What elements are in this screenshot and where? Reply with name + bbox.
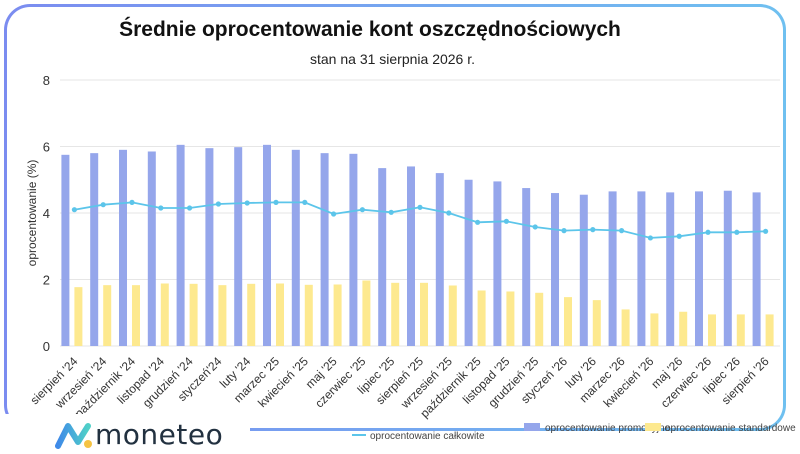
point-total bbox=[475, 219, 481, 225]
point-total bbox=[331, 211, 337, 217]
bar-standard bbox=[189, 283, 198, 346]
bar-standard bbox=[477, 290, 486, 346]
bar-standard bbox=[708, 314, 716, 346]
point-total bbox=[446, 210, 452, 216]
bar-standard bbox=[535, 292, 544, 346]
bar-standard bbox=[74, 287, 83, 346]
point-total bbox=[71, 207, 77, 213]
y-tick-label: 6 bbox=[43, 140, 50, 155]
bar-promo bbox=[90, 153, 99, 346]
y-tick-label: 0 bbox=[43, 339, 50, 354]
bar-standard bbox=[679, 311, 688, 346]
bar-standard bbox=[592, 300, 601, 346]
legend-label-promo: oprocentowanie promocyjne bbox=[545, 423, 671, 434]
bar-promo bbox=[579, 194, 588, 346]
point-total bbox=[359, 207, 365, 213]
bar-promo bbox=[522, 188, 531, 346]
moneteo-logo-icon bbox=[55, 423, 92, 449]
bar-promo bbox=[493, 181, 502, 346]
bar-standard bbox=[247, 283, 256, 346]
bar-standard bbox=[448, 285, 457, 346]
bar-standard bbox=[506, 291, 515, 346]
point-total bbox=[705, 229, 711, 235]
point-total bbox=[676, 233, 682, 239]
point-total bbox=[100, 202, 106, 208]
point-total bbox=[388, 209, 394, 215]
chart-subtitle: stan na 31 sierpnia 2026 r. bbox=[310, 51, 476, 67]
bar-promo bbox=[320, 153, 329, 346]
point-total bbox=[647, 235, 654, 241]
legend-swatch-standard bbox=[645, 423, 661, 431]
brand-name: moneteo bbox=[95, 418, 224, 451]
bar-standard bbox=[276, 283, 284, 346]
bar-promo bbox=[435, 173, 444, 346]
chart-title: Średnie oprocentowanie kont oszczędności… bbox=[119, 18, 621, 41]
bar-standard bbox=[103, 285, 112, 346]
bar-promo bbox=[551, 193, 559, 346]
point-total bbox=[273, 199, 279, 205]
point-total bbox=[763, 228, 769, 234]
legend-swatch-promo bbox=[524, 423, 540, 431]
bar-promo bbox=[147, 151, 156, 346]
bar-standard bbox=[218, 285, 227, 346]
bar-promo bbox=[723, 190, 732, 346]
bar-promo bbox=[464, 179, 473, 346]
bar-promo bbox=[695, 191, 703, 346]
bar-standard bbox=[304, 284, 313, 346]
point-total bbox=[302, 199, 308, 205]
point-total bbox=[590, 227, 596, 233]
bar-promo bbox=[349, 153, 358, 346]
point-total bbox=[417, 204, 423, 210]
y-axis-label: oprocentowanie (%) bbox=[25, 160, 39, 267]
bar-promo bbox=[752, 192, 761, 346]
bar-standard bbox=[160, 283, 169, 346]
bar-promo bbox=[205, 148, 214, 346]
y-tick-label: 4 bbox=[43, 206, 50, 221]
bar-standard bbox=[650, 313, 659, 346]
bar-promo bbox=[608, 191, 617, 346]
brand-logo bbox=[0, 414, 250, 450]
point-total bbox=[244, 200, 250, 206]
point-total bbox=[187, 205, 193, 211]
bar-standard bbox=[362, 280, 371, 346]
point-total bbox=[532, 224, 538, 230]
bar-promo bbox=[378, 168, 387, 346]
bar-promo bbox=[263, 144, 271, 346]
bar-standard bbox=[391, 282, 400, 346]
point-total bbox=[619, 228, 625, 234]
bar-promo bbox=[234, 147, 243, 346]
chart-frame bbox=[4, 4, 786, 431]
point-total bbox=[215, 201, 221, 207]
bar-standard bbox=[736, 314, 745, 346]
bar-promo bbox=[666, 192, 675, 346]
y-tick-label: 2 bbox=[43, 273, 50, 288]
bar-promo bbox=[407, 166, 415, 346]
bar-standard bbox=[132, 285, 140, 346]
y-tick-label: 8 bbox=[43, 73, 50, 88]
bar-standard bbox=[420, 282, 428, 346]
bar-promo bbox=[291, 149, 300, 346]
legend-label-total: oprocentowanie całkowite bbox=[370, 431, 485, 442]
legend-label-standard: oprocentowanie standardowe bbox=[665, 423, 796, 434]
bar-standard bbox=[621, 309, 630, 346]
point-total bbox=[129, 199, 135, 205]
point-total bbox=[561, 228, 567, 234]
bar-standard bbox=[564, 297, 572, 346]
point-total bbox=[503, 218, 509, 224]
bar-promo bbox=[61, 154, 70, 346]
bar-promo bbox=[119, 149, 127, 346]
bar-promo bbox=[176, 144, 185, 346]
point-total bbox=[734, 229, 740, 235]
point-total bbox=[158, 205, 164, 211]
bar-standard bbox=[765, 314, 774, 346]
bar-promo bbox=[637, 191, 646, 346]
bar-standard bbox=[333, 284, 342, 346]
